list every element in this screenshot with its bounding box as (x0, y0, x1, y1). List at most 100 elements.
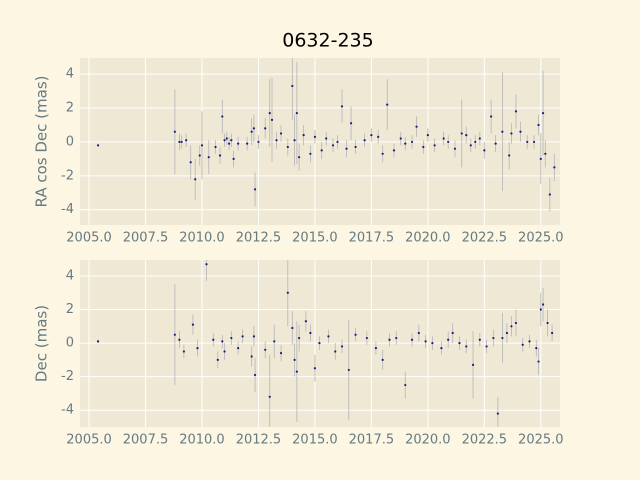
data-point (212, 338, 215, 341)
data-point (304, 320, 307, 323)
data-point (422, 145, 425, 149)
data-point (440, 347, 443, 350)
x-tick-label: 2005.0 (66, 433, 112, 448)
data-point (237, 347, 240, 350)
data-point (541, 303, 545, 306)
data-point (537, 123, 540, 127)
data-point (399, 137, 402, 140)
data-point (508, 154, 511, 157)
data-point (365, 336, 368, 340)
data-point (182, 350, 186, 353)
data-point (528, 340, 531, 343)
data-point (471, 363, 475, 366)
data-point (221, 340, 224, 343)
data-point (200, 144, 204, 147)
data-point (253, 373, 257, 377)
x-tick-label: 2015.0 (292, 231, 338, 246)
data-point (295, 112, 298, 115)
data-point (392, 149, 396, 152)
data-point (354, 145, 357, 149)
data-point (469, 144, 472, 147)
x-tick-label: 2012.5 (236, 231, 282, 246)
x-tick-label: 2007.5 (123, 433, 169, 448)
data-point (178, 338, 181, 341)
data-point (404, 383, 407, 387)
data-point (514, 110, 518, 113)
data-point (207, 156, 210, 159)
data-point (532, 140, 536, 144)
y-tick-label: 2 (66, 302, 74, 317)
data-point (510, 325, 513, 328)
data-point (519, 130, 522, 133)
data-point (501, 336, 504, 340)
data-point (381, 358, 384, 361)
data-point (492, 336, 495, 340)
data-point (295, 370, 298, 373)
data-point (253, 188, 257, 191)
data-point (465, 345, 468, 348)
data-point (252, 127, 256, 130)
data-point (237, 142, 240, 145)
data-point (298, 156, 301, 159)
x-tick-label: 2012.5 (236, 433, 282, 448)
data-point (198, 154, 201, 157)
data-point (354, 333, 357, 336)
y-tick-label: 0 (66, 336, 74, 351)
data-point (309, 331, 312, 335)
data-point (178, 140, 181, 144)
data-point (293, 139, 296, 142)
data-point (433, 144, 436, 147)
data-point (546, 321, 549, 325)
data-point (510, 132, 513, 135)
data-point (347, 368, 350, 372)
x-tick-label: 2022.5 (462, 433, 508, 448)
data-point (250, 130, 253, 133)
y-axis-label: RA cos Dec (mas) (33, 76, 51, 208)
data-point (96, 340, 100, 343)
data-point (526, 140, 529, 144)
data-point (286, 145, 289, 149)
data-point (415, 125, 418, 128)
data-point (185, 139, 188, 142)
data-point (465, 134, 468, 137)
data-point (264, 348, 267, 351)
data-point (173, 333, 176, 336)
data-point (334, 350, 337, 353)
data-point (424, 340, 427, 343)
data-point (227, 142, 231, 145)
data-point (431, 341, 434, 345)
data-point (395, 336, 398, 340)
data-point (537, 360, 540, 363)
data-point (377, 135, 380, 138)
data-point (453, 147, 457, 150)
data-point (318, 341, 321, 345)
data-point (230, 336, 233, 340)
data-point (514, 321, 518, 325)
x-tick-label: 2017.5 (349, 231, 395, 246)
data-point (410, 338, 414, 341)
y-tick-label: -2 (61, 168, 74, 183)
data-point (539, 157, 542, 160)
data-point (232, 157, 235, 160)
data-point (553, 166, 556, 169)
data-point (417, 331, 420, 335)
data-point (451, 331, 454, 335)
data-point (388, 338, 391, 341)
data-point (345, 147, 348, 150)
data-point (309, 152, 312, 155)
data-point (404, 142, 407, 145)
chart-title: 0632-235 (282, 30, 373, 52)
data-point (313, 135, 317, 138)
y-tick-label: -4 (61, 202, 74, 217)
data-point (374, 347, 378, 350)
x-tick-label: 2017.5 (349, 433, 395, 448)
data-point (298, 336, 301, 340)
data-point (521, 343, 524, 346)
data-point (218, 154, 222, 157)
data-point (426, 134, 429, 137)
data-point (225, 137, 228, 140)
data-point (270, 118, 274, 121)
data-point (363, 139, 366, 142)
data-point (221, 115, 224, 118)
